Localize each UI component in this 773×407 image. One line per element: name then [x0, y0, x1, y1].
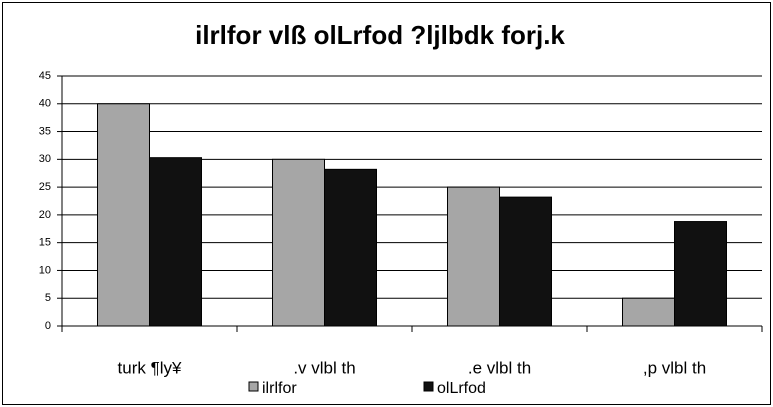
- bar: [674, 221, 727, 327]
- bar: [447, 186, 500, 327]
- x-tick-label: turk ¶ly¥: [118, 358, 182, 377]
- bar: [499, 196, 552, 327]
- legend-label: ilrlfor: [262, 380, 297, 397]
- y-tick-label: 20: [39, 209, 51, 221]
- bar: [149, 157, 202, 327]
- legend-label: olLrfod: [437, 380, 486, 397]
- legend-swatch: [248, 381, 259, 392]
- x-tick-label: .e vlbl th: [468, 358, 531, 377]
- chart-title: ilrlfor vlß olLrfod ?ljlbdk forj.k: [195, 20, 565, 50]
- y-tick-label: 35: [39, 125, 51, 137]
- y-tick-label: 40: [39, 98, 51, 110]
- x-tick-label: .v vlbl th: [293, 358, 355, 377]
- bar: [324, 168, 377, 327]
- y-tick-label: 10: [39, 264, 51, 276]
- bar: [272, 158, 325, 327]
- y-tick-label: 30: [39, 153, 51, 165]
- y-tick-label: 15: [39, 237, 51, 249]
- y-tick-label: 45: [39, 70, 51, 82]
- y-tick-label: 25: [39, 181, 51, 193]
- bar: [97, 103, 150, 327]
- x-tick-label: ,p vlbl th: [643, 358, 706, 377]
- bar: [622, 297, 675, 327]
- y-tick-label: 0: [45, 320, 51, 332]
- y-tick-label: 5: [45, 292, 51, 304]
- legend-swatch: [423, 381, 434, 392]
